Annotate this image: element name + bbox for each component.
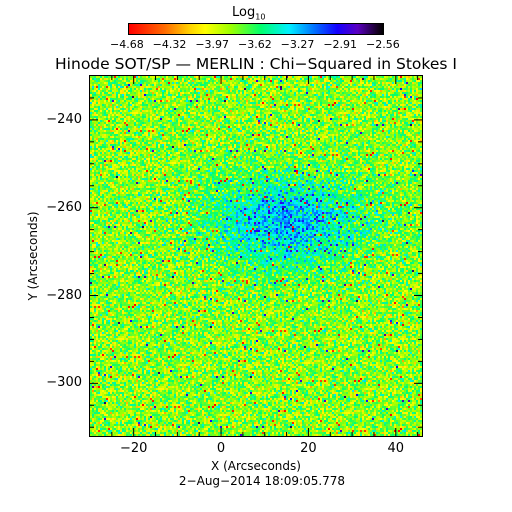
colorbar-tick-label: −4.32 <box>152 38 187 51</box>
y-tick-label: −300 <box>46 375 82 391</box>
x-tick-label: 20 <box>300 441 317 456</box>
x-tick-label: 0 <box>216 441 226 456</box>
colorbar-tick-label: −4.68 <box>110 38 144 51</box>
colorbar-tick-label: −3.97 <box>195 38 230 51</box>
chart-title: Hinode SOT/SP — MERLIN : Chi−Squared in … <box>55 55 457 73</box>
x-tick-label: −20 <box>119 441 148 456</box>
x-tick-label: 40 <box>387 441 405 456</box>
colorbar-title: Log10 <box>232 5 266 22</box>
timestamp: 2−Aug−2014 18:09:05.778 <box>178 474 346 488</box>
y-tick-label: −280 <box>46 287 82 303</box>
colorbar-tick-label: −2.56 <box>366 38 400 51</box>
chi-squared-heatmap <box>89 75 423 437</box>
y-axis-label: Y (Arcseconds) <box>26 211 40 301</box>
x-axis-label: X (Arcseconds) <box>211 459 301 473</box>
colorbar-tick-label: −3.62 <box>238 38 272 51</box>
colorbar-tick-label: −3.27 <box>280 38 315 51</box>
colorbar-tick-labels: −4.68 −4.32 −3.97 −3.62 −3.27 −2.91 −2.56 <box>100 38 400 54</box>
y-tick-label: −240 <box>46 111 82 127</box>
colorbar <box>128 23 384 35</box>
colorbar-tick-label: −2.91 <box>323 38 358 51</box>
y-tick-label: −260 <box>46 199 82 215</box>
